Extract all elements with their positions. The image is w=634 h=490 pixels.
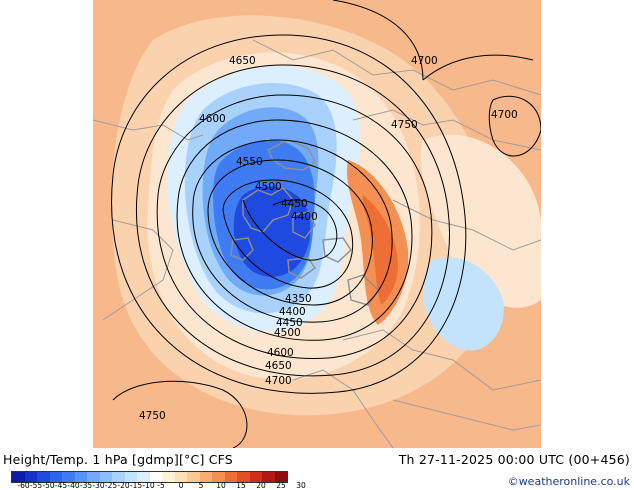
legend-tick-label: 5 bbox=[198, 481, 204, 490]
label-4750-east: 4750 bbox=[391, 119, 418, 131]
legend-tick-label: -45 bbox=[54, 481, 68, 490]
coastlines bbox=[93, 39, 541, 448]
legend-swatch bbox=[112, 472, 125, 482]
label-4650-south: 4650 bbox=[265, 360, 292, 372]
legend-swatch bbox=[37, 472, 50, 482]
legend-tick-label: -60 bbox=[17, 481, 30, 490]
label-4400-north: 4400 bbox=[291, 211, 318, 223]
legend-tick-label: -15 bbox=[129, 481, 143, 490]
legend-tick-label: -25 bbox=[104, 481, 118, 490]
legend-swatch bbox=[24, 472, 37, 482]
contour-labels: 4650 4700 4750 4700 4600 4550 4500 4450 … bbox=[139, 55, 518, 422]
legend-tick-label: 10 bbox=[216, 481, 226, 490]
legend-swatch bbox=[224, 472, 237, 482]
legend-swatch bbox=[212, 472, 225, 482]
legend-tick-label: -5 bbox=[157, 481, 165, 490]
label-4550: 4550 bbox=[236, 156, 263, 168]
legend-tick-label: -30 bbox=[92, 481, 105, 490]
valid-time: Th 27-11-2025 00:00 UTC (00+456) bbox=[398, 452, 630, 467]
legend-swatch bbox=[274, 472, 287, 482]
label-4600-south: 4600 bbox=[267, 347, 294, 359]
legend-tick-label: 30 bbox=[296, 481, 306, 490]
legend-tick-label: -40 bbox=[67, 481, 80, 490]
legend-tick-label: -35 bbox=[79, 481, 93, 490]
legend-swatch bbox=[87, 472, 100, 482]
legend-swatch bbox=[137, 472, 150, 482]
label-4450-north: 4450 bbox=[281, 198, 308, 210]
legend-swatch bbox=[199, 472, 212, 482]
label-4700-east: 4700 bbox=[491, 109, 518, 121]
legend-swatch bbox=[99, 472, 112, 482]
legend-swatch bbox=[149, 472, 162, 482]
label-4400-south: 4400 bbox=[279, 306, 306, 318]
legend-swatch bbox=[187, 472, 200, 482]
legend-swatch bbox=[174, 472, 187, 482]
legend-swatch bbox=[237, 472, 250, 482]
legend-tick-label: -20 bbox=[117, 481, 130, 490]
credit-link[interactable]: ©weatheronline.co.uk bbox=[507, 475, 630, 488]
legend-swatch bbox=[12, 472, 25, 482]
weather-map: 4650 4700 4750 4700 4600 4550 4500 4450 … bbox=[93, 0, 541, 448]
legend-swatch bbox=[249, 472, 262, 482]
legend-tick-label: -55 bbox=[29, 481, 43, 490]
map-canvas: 4650 4700 4750 4700 4600 4550 4500 4450 … bbox=[93, 0, 541, 448]
legend-tick-label: 20 bbox=[256, 481, 266, 490]
color-legend bbox=[11, 471, 288, 483]
legend-swatch bbox=[74, 472, 87, 482]
label-4350: 4350 bbox=[285, 293, 312, 305]
label-4750-southwest: 4750 bbox=[139, 410, 166, 422]
label-4500-south: 4500 bbox=[274, 327, 301, 339]
label-4700-top: 4700 bbox=[411, 55, 438, 67]
label-4650-top: 4650 bbox=[229, 55, 256, 67]
label-4500-north: 4500 bbox=[255, 181, 282, 193]
label-4450-south: 4450 bbox=[276, 317, 303, 329]
legend-tick-label: 0 bbox=[178, 481, 184, 490]
legend-tick-label: -10 bbox=[142, 481, 155, 490]
height-contours bbox=[111, 0, 541, 448]
legend-tick-label: 15 bbox=[236, 481, 246, 490]
footer: Height/Temp. 1 hPa [gdmp][°C] CFS Th 27-… bbox=[0, 448, 634, 490]
legend-ticks: -60 -55 -50 -45 -40 -35 -30 -25 -20 -15 -10 -5 0 5 10 1… bbox=[11, 481, 351, 490]
legend-swatch bbox=[262, 472, 275, 482]
legend-swatch bbox=[124, 472, 137, 482]
chart-title: Height/Temp. 1 hPa [gdmp][°C] CFS bbox=[3, 452, 233, 467]
warm-core-inner bbox=[362, 195, 398, 305]
legend-tick-label: -50 bbox=[42, 481, 55, 490]
legend-swatch bbox=[62, 472, 75, 482]
label-4700-south: 4700 bbox=[265, 375, 292, 387]
label-4600-north: 4600 bbox=[199, 113, 226, 125]
arctic-islands bbox=[230, 139, 379, 306]
legend-tick-label: 25 bbox=[276, 481, 286, 490]
legend-swatch bbox=[162, 472, 175, 482]
legend-swatch bbox=[49, 472, 62, 482]
east-pale-zone bbox=[420, 134, 541, 308]
